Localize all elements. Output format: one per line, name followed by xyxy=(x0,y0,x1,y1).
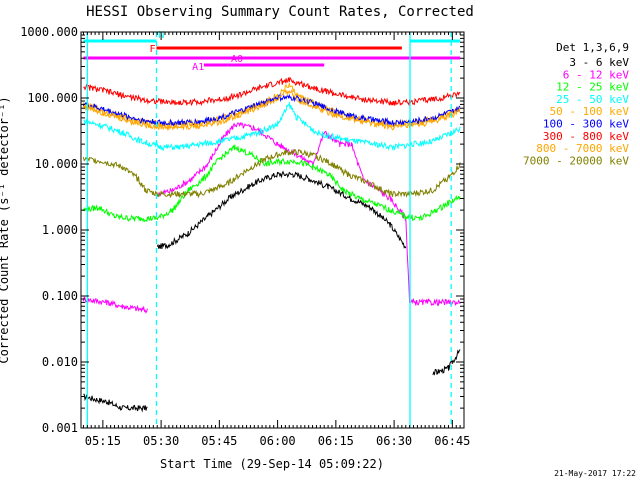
series-line xyxy=(82,93,461,127)
x-tick-label: 06:00 xyxy=(260,434,296,448)
chart-title: HESSI Observing Summary Count Rates, Cor… xyxy=(86,4,474,20)
series-lines xyxy=(82,76,461,413)
attenuator-lines xyxy=(86,32,452,428)
legend-entry: 100 - 300 keV xyxy=(543,118,629,131)
series-line xyxy=(83,76,461,107)
x-axis-label: Start Time (29-Sep-14 05:09:22) xyxy=(160,457,384,471)
flag-label: AO xyxy=(231,54,243,65)
footer-timestamp: 21-May-2017 17:22 xyxy=(554,469,636,478)
observing-flags: NFAOA1 xyxy=(83,30,461,73)
series-line xyxy=(83,102,461,151)
series-line xyxy=(83,170,461,413)
y-tick-label: 0.001 xyxy=(42,421,78,435)
y-tick-label: 0.100 xyxy=(42,289,78,303)
series-line xyxy=(82,121,461,314)
x-tick-label: 06:15 xyxy=(318,434,354,448)
y-axis-label: Corrected Count Rate (s⁻¹ detector⁻¹) xyxy=(0,96,11,363)
y-tick-label: 1000.000 xyxy=(20,25,78,39)
flag-label: F xyxy=(149,44,155,55)
y-tick-label: 10.000 xyxy=(35,157,78,171)
legend-entry: 25 - 50 keV xyxy=(556,93,629,106)
legend-title: Det 1,3,6,9 xyxy=(556,41,629,54)
flag-label: A1 xyxy=(192,62,204,73)
legend-entry: 3 - 6 keV xyxy=(569,56,629,69)
series-line xyxy=(82,89,461,132)
series-line xyxy=(82,148,461,199)
x-tick-label: 05:30 xyxy=(143,434,179,448)
legend-entry: 50 - 100 keV xyxy=(550,105,630,118)
x-tick-label: 06:30 xyxy=(376,434,412,448)
y-tick-label: 100.000 xyxy=(27,91,78,105)
x-tick-label: 05:15 xyxy=(85,434,121,448)
legend-entry: 12 - 25 keV xyxy=(556,81,629,94)
x-tick-label: 05:45 xyxy=(201,434,237,448)
y-tick-label: 1.000 xyxy=(42,223,78,237)
y-axis: 0.001 0.010 0.100 1.000 10.000 100.000 1000.00… xyxy=(20,25,464,435)
legend-entry: 7000 - 20000 keV xyxy=(523,154,629,167)
legend-entry: 300 - 800 keV xyxy=(543,130,629,143)
legend-entry: 800 - 7000 keV xyxy=(536,142,629,155)
y-tick-label: 0.010 xyxy=(42,355,78,369)
x-tick-label: 06:45 xyxy=(434,434,470,448)
series-line xyxy=(82,144,461,223)
x-axis: 05:15 05:30 05:45 06:00 06:15 06:30 06:45 xyxy=(82,32,470,448)
legend-entry: 6 - 12 keV xyxy=(563,68,630,81)
